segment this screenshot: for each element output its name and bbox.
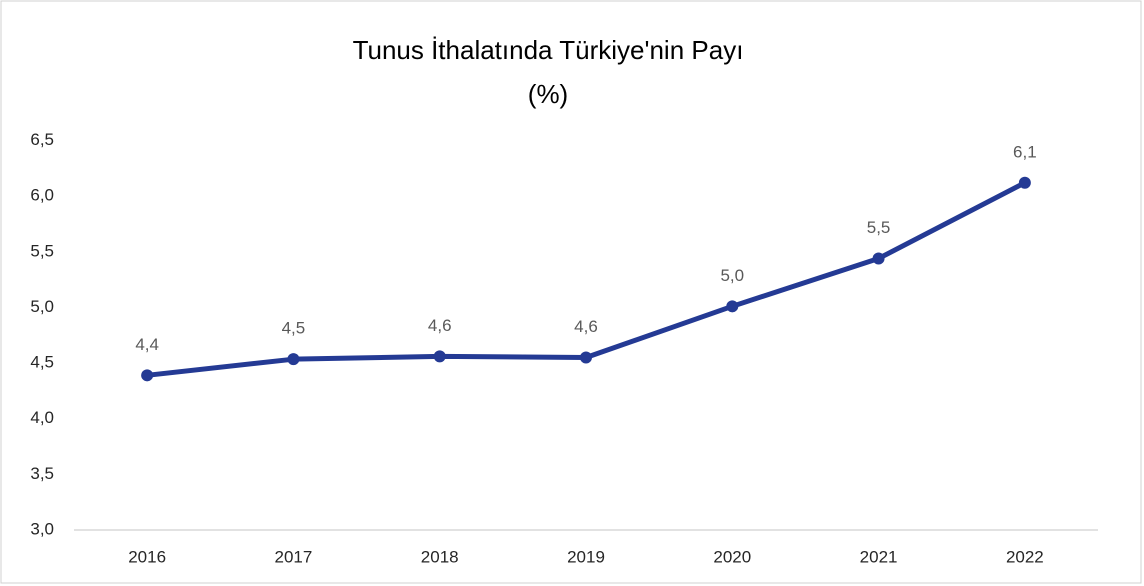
x-tick-label: 2016 xyxy=(128,547,166,566)
x-tick-label: 2020 xyxy=(713,547,751,566)
chart-title: Tunus İthalatında Türkiye'nin Payı xyxy=(353,35,744,65)
y-tick-label: 5,0 xyxy=(30,297,54,316)
data-label: 5,0 xyxy=(720,266,744,285)
y-tick-label: 3,5 xyxy=(30,464,54,483)
x-tick-label: 2022 xyxy=(1006,547,1044,566)
data-label: 4,6 xyxy=(574,317,598,336)
x-tick-label: 2017 xyxy=(275,547,313,566)
chart-subtitle: (%) xyxy=(528,79,568,109)
y-tick-label: 4,0 xyxy=(30,408,54,427)
y-tick-label: 6,5 xyxy=(30,130,54,149)
data-point xyxy=(872,252,885,265)
data-label: 6,1 xyxy=(1013,142,1037,161)
x-tick-label: 2021 xyxy=(860,547,898,566)
y-tick-label: 6,0 xyxy=(30,186,54,205)
data-point xyxy=(580,351,592,364)
data-point xyxy=(141,369,154,382)
data-point xyxy=(433,350,446,363)
data-point xyxy=(726,300,739,313)
data-label: 4,4 xyxy=(135,335,159,354)
data-label: 4,6 xyxy=(428,316,452,335)
x-tick-label: 2018 xyxy=(421,547,459,566)
y-tick-label: 5,5 xyxy=(30,241,54,260)
data-label: 5,5 xyxy=(867,218,891,237)
data-point xyxy=(1018,176,1031,189)
x-tick-label: 2019 xyxy=(567,547,605,566)
y-tick-label: 3,0 xyxy=(30,519,54,538)
data-label: 4,5 xyxy=(282,319,306,338)
y-tick-label: 4,5 xyxy=(30,353,54,372)
data-point xyxy=(287,353,300,366)
